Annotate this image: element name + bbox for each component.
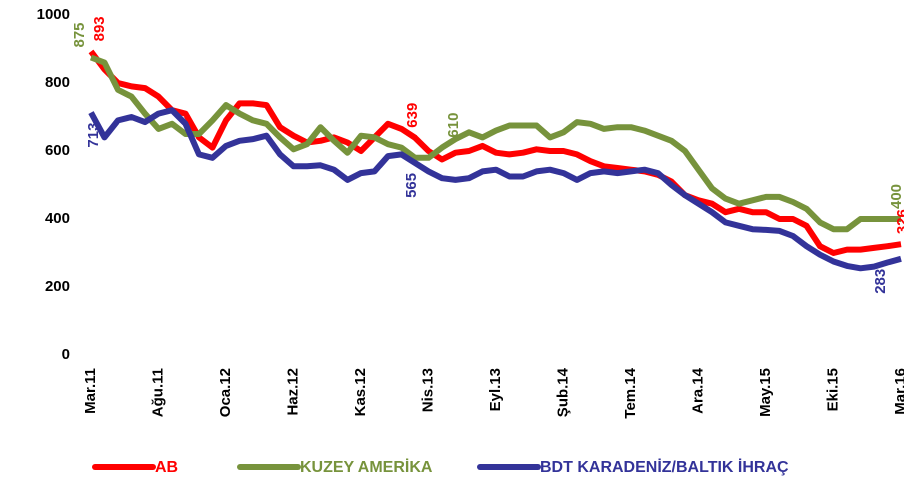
y-tick-label: 0 (62, 346, 70, 363)
x-tick-label: Ara.14 (689, 367, 706, 414)
y-tick-label: 400 (45, 210, 70, 227)
x-tick-label: Mar.11 (82, 368, 99, 414)
data-label: 639 (404, 103, 421, 128)
x-tick-label: Ağu.11 (149, 368, 166, 417)
data-label: 565 (403, 173, 420, 198)
x-tick-label: May.15 (757, 368, 774, 417)
series-line (89, 54, 901, 233)
data-label: 283 (872, 269, 889, 294)
data-label: 713 (85, 123, 102, 148)
data-label: 610 (445, 113, 462, 138)
y-tick-label: 1000 (37, 6, 70, 23)
data-label: 875 (71, 22, 88, 47)
data-label: 400 (888, 184, 904, 209)
x-tick-label: Eki.15 (824, 368, 841, 411)
legend-item: BDT KARADENİZ/BALTIK İHRAÇ (477, 458, 789, 476)
y-tick-label: 800 (45, 74, 70, 91)
series-line (88, 49, 902, 256)
legend-label: BDT KARADENİZ/BALTIK İHRAÇ (540, 458, 789, 476)
legend-label: AB (155, 459, 178, 476)
y-tick-label: 600 (45, 142, 70, 159)
legend-item: AB (92, 459, 178, 476)
x-tick-label: Nis.13 (419, 368, 436, 412)
x-tick-label: Oca.12 (217, 368, 234, 417)
data-label: 893 (91, 16, 108, 41)
legend-item: KUZEY AMERİKA (237, 458, 433, 476)
x-tick-label: Tem.14 (622, 367, 639, 418)
series-line (88, 107, 902, 272)
x-tick-label: Mar.16 (892, 368, 904, 415)
x-tick-label: Şub.14 (554, 367, 571, 417)
legend-label: KUZEY AMERİKA (300, 458, 433, 476)
x-tick-label: Eyl.13 (487, 368, 504, 411)
x-tick-label: Haz.12 (284, 368, 301, 416)
data-label: 326 (894, 209, 904, 234)
x-tick-label: Kas.12 (352, 368, 369, 416)
y-tick-label: 200 (45, 278, 70, 295)
